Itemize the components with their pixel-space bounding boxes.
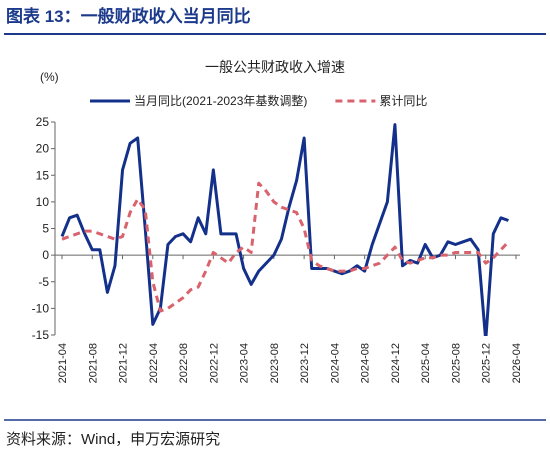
x-tick-label: 2022-08 xyxy=(178,343,190,383)
x-tick-label: 2021-08 xyxy=(87,343,99,383)
x-tick-label: 2022-12 xyxy=(208,343,220,383)
x-tick-label: 2021-12 xyxy=(118,343,130,383)
legend-label: 当月同比(2021-2023年基数调整) xyxy=(134,93,307,108)
x-tick-label: 2026-04 xyxy=(511,343,523,383)
plot-area xyxy=(60,123,510,336)
x-tick-label: 2025-12 xyxy=(481,343,493,383)
x-tick-label: 2025-04 xyxy=(420,343,432,383)
y-tick-label: 15 xyxy=(36,168,50,182)
y-tick-label: 10 xyxy=(36,195,50,209)
y-tick-label: 25 xyxy=(36,115,50,129)
x-tick-label: 2023-04 xyxy=(239,343,251,383)
x-tick-label: 2022-04 xyxy=(148,343,160,383)
y-tick-label: 5 xyxy=(42,222,49,236)
chart-title: 一般公共财政收入增速 xyxy=(205,59,345,75)
y-tick-label: 20 xyxy=(36,142,50,156)
x-tick-label: 2025-08 xyxy=(450,343,462,383)
y-unit: (%) xyxy=(40,70,59,84)
y-tick-label: -5 xyxy=(38,275,49,289)
x-tick-label: 2024-12 xyxy=(390,343,402,383)
x-tick-label: 2023-12 xyxy=(299,343,311,383)
y-tick-label: -10 xyxy=(32,301,50,315)
footer-source: 资料来源：Wind，申万宏源研究 xyxy=(6,431,220,448)
x-tick-label: 2024-08 xyxy=(360,343,372,383)
x-tick-label: 2021-04 xyxy=(57,343,69,383)
x-tick-label: 2024-04 xyxy=(329,343,341,383)
series-line xyxy=(60,123,509,336)
header-title: 图表 13：一般财政收入当月同比 xyxy=(6,6,251,26)
y-tick-label: 0 xyxy=(42,248,49,262)
legend-label: 累计同比 xyxy=(379,94,427,108)
x-tick-label: 2023-08 xyxy=(269,343,281,383)
series-line xyxy=(61,181,510,313)
y-tick-label: -15 xyxy=(32,328,50,342)
